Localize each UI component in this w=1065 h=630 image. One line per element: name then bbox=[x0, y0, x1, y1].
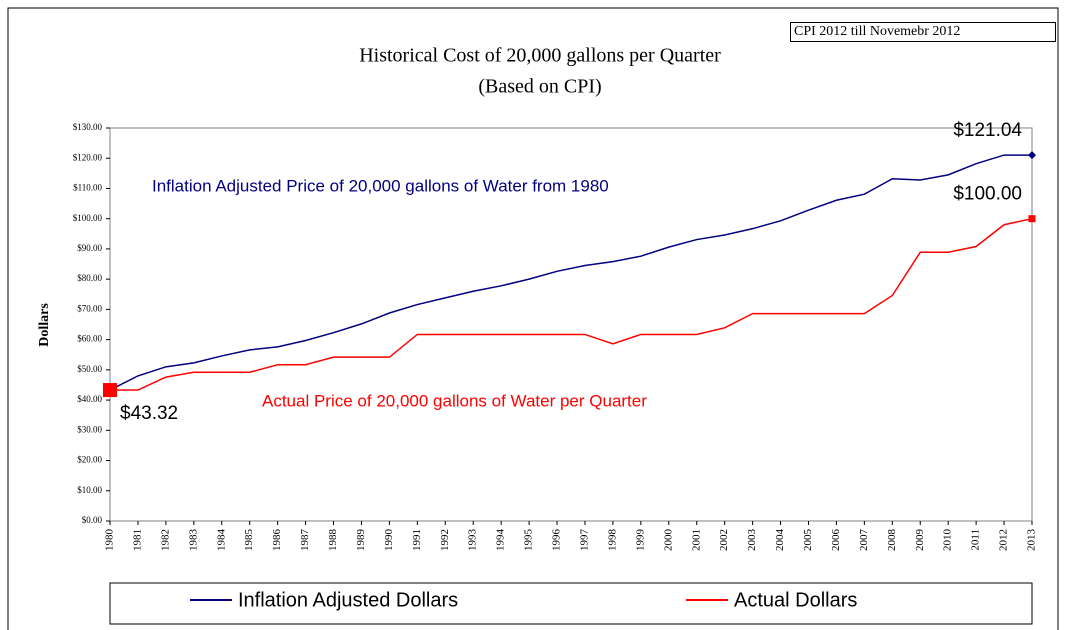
data-label: $100.00 bbox=[953, 184, 1022, 205]
x-tick-label: 2003 bbox=[746, 529, 758, 552]
x-tick-label: 2010 bbox=[942, 529, 954, 552]
x-tick-label: 2007 bbox=[858, 529, 870, 552]
y-tick-label: $0.00 bbox=[82, 515, 103, 525]
x-tick-label: 2008 bbox=[886, 529, 898, 552]
x-tick-label: 1987 bbox=[299, 529, 311, 552]
plot-area bbox=[109, 127, 1033, 522]
marker bbox=[103, 383, 117, 398]
chart-title: Historical Cost of 20,000 gallons per Qu… bbox=[359, 45, 721, 67]
y-tick-label: $130.00 bbox=[73, 122, 103, 132]
x-tick-label: 2006 bbox=[830, 529, 842, 552]
x-tick-label: 1990 bbox=[383, 529, 395, 552]
x-tick-label: 1982 bbox=[159, 529, 171, 551]
x-tick-label: 2011 bbox=[970, 529, 982, 551]
y-axis-label: Dollars bbox=[37, 303, 52, 347]
x-tick-label: 1980 bbox=[104, 529, 116, 552]
y-tick-label: $50.00 bbox=[77, 364, 102, 374]
x-tick-label: 2005 bbox=[802, 529, 814, 552]
x-tick-label: 1991 bbox=[411, 529, 423, 551]
series-line bbox=[110, 217, 1033, 391]
y-tick-label: $110.00 bbox=[73, 183, 102, 193]
x-tick-label: 1981 bbox=[131, 529, 143, 551]
x-tick-label: 1992 bbox=[439, 529, 451, 551]
x-tick-label: 1983 bbox=[187, 529, 199, 552]
y-tick-label: $90.00 bbox=[77, 243, 102, 253]
x-tick-label: 1999 bbox=[634, 529, 646, 552]
y-tick-label: $10.00 bbox=[77, 485, 102, 495]
marker bbox=[1028, 215, 1036, 223]
y-tick-label: $100.00 bbox=[73, 213, 103, 223]
x-tick-label: 1996 bbox=[551, 529, 563, 552]
x-tick-label: 2009 bbox=[914, 529, 926, 552]
annotation: Actual Price of 20,000 gallons of Water … bbox=[262, 391, 647, 410]
x-tick-label: 1984 bbox=[215, 529, 227, 552]
note-box: CPI 2012 till Novemebr 2012 bbox=[790, 22, 1056, 42]
x-tick-label: 1988 bbox=[327, 529, 339, 552]
x-tick-label: 2002 bbox=[718, 529, 730, 551]
legend-label: Actual Dollars bbox=[734, 589, 857, 611]
legend-label: Inflation Adjusted Dollars bbox=[238, 589, 458, 611]
x-tick-label: 2004 bbox=[774, 529, 786, 552]
x-tick-label: 2000 bbox=[662, 529, 674, 552]
x-tick-label: 2001 bbox=[690, 529, 702, 551]
y-tick-label: $120.00 bbox=[73, 152, 103, 162]
x-tick-label: 1985 bbox=[243, 529, 255, 552]
x-tick-label: 1986 bbox=[271, 529, 283, 552]
x-tick-label: 2012 bbox=[998, 529, 1010, 551]
y-tick-label: $20.00 bbox=[77, 455, 102, 465]
y-tick-label: $60.00 bbox=[77, 334, 102, 344]
y-tick-label: $80.00 bbox=[77, 273, 102, 283]
x-tick-label: 2013 bbox=[1026, 529, 1038, 552]
y-tick-label: $40.00 bbox=[77, 394, 102, 404]
x-tick-label: 1993 bbox=[467, 529, 479, 552]
x-tick-label: 1989 bbox=[355, 529, 367, 552]
chart-subtitle: (Based on CPI) bbox=[478, 76, 601, 98]
x-tick-label: 1995 bbox=[523, 529, 535, 552]
note: CPI 2012 till Novemebr 2012 bbox=[794, 24, 960, 39]
x-tick-label: 1994 bbox=[495, 529, 507, 552]
x-tick-label: 1998 bbox=[606, 529, 618, 552]
annotation: Inflation Adjusted Price of 20,000 gallo… bbox=[152, 176, 609, 195]
marker bbox=[1028, 151, 1036, 160]
x-tick-label: 1997 bbox=[579, 529, 591, 552]
series-line bbox=[109, 154, 1032, 391]
legend-frame bbox=[109, 582, 1033, 625]
data-label: $43.32 bbox=[120, 403, 178, 424]
note-frame bbox=[790, 22, 1056, 42]
chart-frame bbox=[7, 7, 1059, 630]
y-tick-label: $30.00 bbox=[77, 424, 102, 434]
y-tick-label: $70.00 bbox=[77, 303, 102, 313]
data-label: $121.04 bbox=[953, 120, 1022, 141]
